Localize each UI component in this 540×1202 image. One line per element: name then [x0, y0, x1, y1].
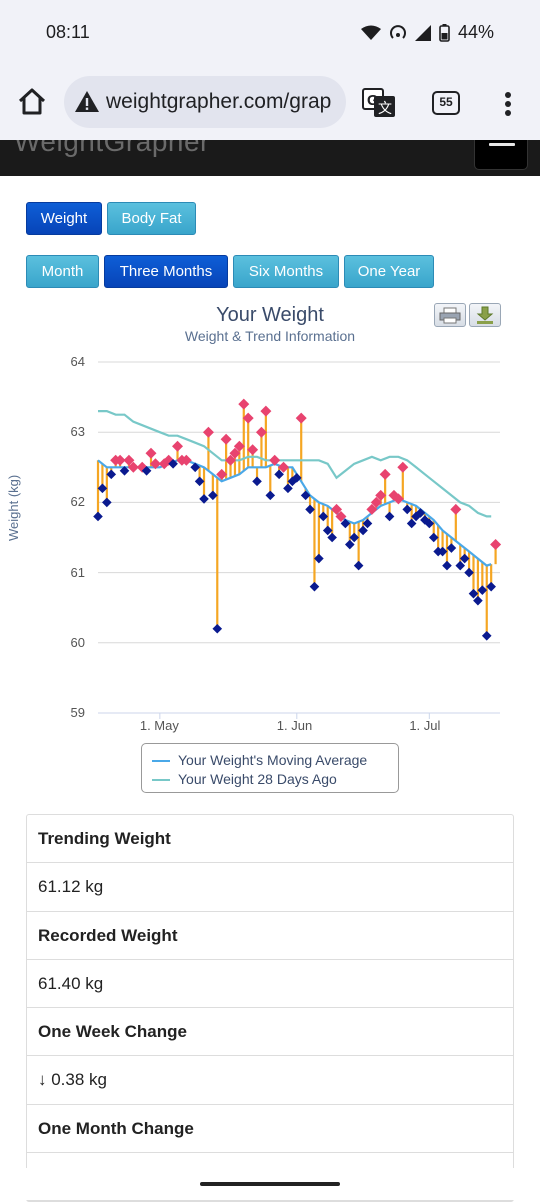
hotspot-icon	[390, 24, 406, 39]
stats-label-recorded: Recorded Weight	[27, 912, 513, 960]
month-button[interactable]: Month	[26, 255, 99, 288]
legend-moving-average[interactable]: Your Weight's Moving Average	[152, 752, 367, 768]
stats-label-trending: Trending Weight	[27, 815, 513, 864]
print-chart-button[interactable]	[434, 303, 466, 327]
status-icons: 44%	[360, 22, 494, 43]
battery-icon	[439, 23, 450, 42]
x-tick-label: 1. Jul	[409, 718, 441, 733]
svg-text:文: 文	[378, 100, 392, 116]
x-tick-label: 1. May	[139, 718, 179, 733]
y-tick-label: 62	[70, 494, 85, 510]
stats-value-trending: 61.12 kg	[27, 863, 513, 912]
signal-icon	[414, 24, 431, 41]
stats-label-month-change: One Month Change	[27, 1105, 513, 1154]
legend-28-days-ago[interactable]: Your Weight 28 Days Ago	[152, 771, 337, 787]
weight-button[interactable]: Weight	[26, 202, 102, 235]
print-icon	[439, 307, 461, 324]
legend-swatch-teal	[152, 779, 170, 782]
site-navbar: WeightGrapher	[0, 140, 540, 176]
nav-menu-button[interactable]	[474, 140, 528, 170]
y-axis-label: Weight (kg)	[6, 474, 21, 541]
legend-label: Your Weight 28 Days Ago	[178, 771, 337, 787]
legend-swatch-blue	[152, 760, 170, 763]
chart-title: Your Weight	[216, 304, 324, 326]
stats-value-recorded: 61.40 kg	[27, 960, 513, 1009]
body-fat-button[interactable]: Body Fat	[107, 202, 196, 235]
three-months-button[interactable]: Three Months	[104, 255, 228, 288]
url-text[interactable]: weightgrapher.com/grap	[106, 90, 332, 113]
legend-label: Your Weight's Moving Average	[178, 752, 368, 768]
gesture-bar[interactable]	[200, 1182, 340, 1186]
hamburger-icon	[489, 143, 515, 146]
wifi-icon	[360, 25, 381, 40]
weight-chart: Your Weight Weight & Trend Information	[26, 296, 514, 801]
chart-legend: Your Weight's Moving Average Your Weight…	[141, 743, 399, 793]
y-tick-label: 61	[70, 564, 85, 580]
one-year-button[interactable]: One Year	[344, 255, 434, 288]
download-icon	[476, 306, 494, 324]
home-icon[interactable]	[16, 86, 48, 118]
stats-table: Trending Weight 61.12 kg Recorded Weight…	[26, 814, 514, 1202]
more-menu-icon[interactable]	[498, 90, 518, 118]
y-tick-label: 63	[70, 424, 85, 440]
site-logo[interactable]: WeightGrapher	[14, 140, 210, 157]
x-tick-label: 1. Jun	[276, 718, 313, 733]
battery-percent: 44%	[457, 22, 494, 42]
y-tick-label: 60	[70, 634, 85, 650]
stats-label-week-change: One Week Change	[27, 1008, 513, 1057]
six-months-button[interactable]: Six Months	[233, 255, 339, 288]
tab-switcher-button[interactable]: 55	[432, 91, 460, 115]
warning-icon[interactable]	[74, 89, 100, 115]
stats-value-week-change: ↓ 0.38 kg	[27, 1056, 513, 1105]
status-bar: 08:11 44%	[0, 0, 540, 64]
chart-subtitle: Weight & Trend Information	[184, 328, 356, 344]
y-tick-label: 59	[70, 705, 85, 720]
url-bar[interactable]: weightgrapher.com/grap	[64, 76, 346, 128]
download-chart-button[interactable]	[469, 303, 501, 327]
svg-text:G: G	[367, 92, 379, 109]
status-time: 08:11	[46, 22, 90, 42]
y-tick-label: 64	[70, 354, 85, 369]
